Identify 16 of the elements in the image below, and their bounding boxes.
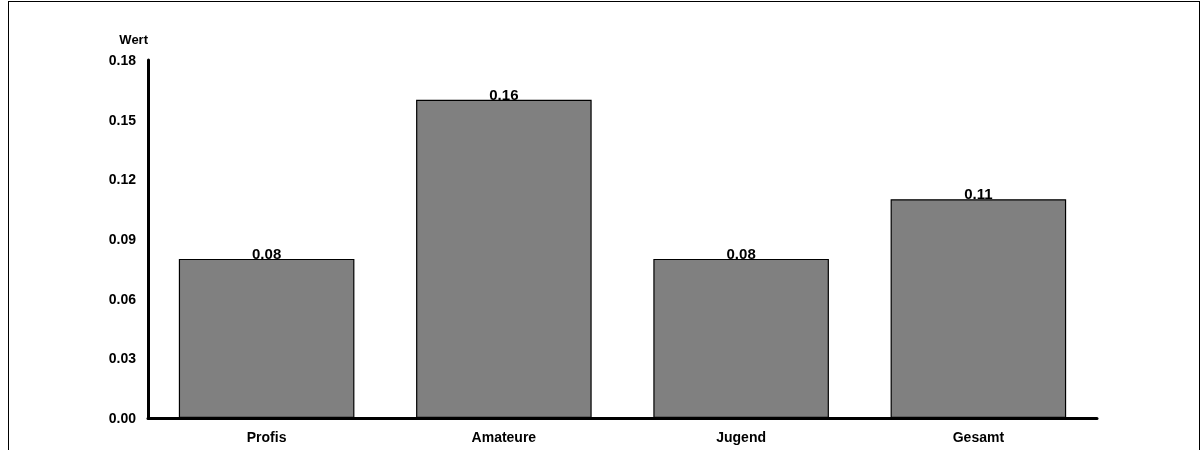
y-tick-label: 0.06 [108, 290, 137, 307]
y-axis-title: Wert [119, 32, 149, 47]
y-tick-label: 0.15 [108, 111, 137, 128]
y-tick-label: 0.03 [108, 350, 137, 367]
y-tick-label: 0.18 [108, 52, 137, 68]
x-tick-label: Jugend [716, 429, 767, 445]
data-label: 0.16 [489, 85, 519, 103]
y-tick-label: 0.12 [108, 171, 137, 188]
data-label: 0.11 [964, 185, 993, 203]
data-label: 0.08 [252, 244, 282, 262]
x-tick-label: Profis [246, 429, 287, 445]
x-tick-label: Gesamt [952, 429, 1005, 445]
data-label: 0.08 [726, 244, 756, 262]
y-tick-label: 0.00 [108, 410, 137, 426]
y-tick-label: 0.09 [108, 231, 137, 247]
x-tick-label: Amateure [471, 429, 537, 445]
